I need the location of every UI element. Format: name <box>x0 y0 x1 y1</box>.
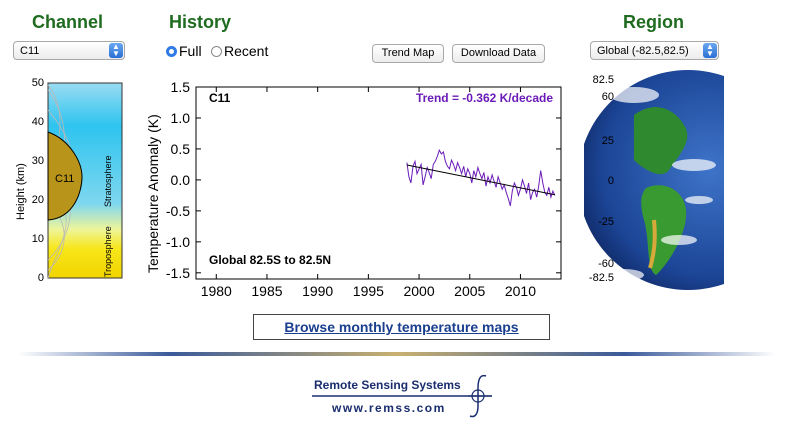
plot-frame <box>195 86 562 280</box>
height-tick: 30 <box>32 155 44 167</box>
x-tick-label: 1995 <box>353 283 384 299</box>
trend-annotation: Trend = -0.362 K/decade <box>416 91 553 105</box>
anomaly-series-line <box>406 148 556 207</box>
trend-map-button[interactable]: Trend Map <box>372 44 444 63</box>
height-tick: 0 <box>38 272 44 284</box>
globe-panel: 82.5 60 25 0 -25 -60 -82.5 <box>584 70 724 290</box>
trend-line <box>406 164 556 196</box>
stratosphere-label: Stratosphere <box>103 155 113 207</box>
troposphere-label: Troposphere <box>103 226 113 277</box>
x-tick-label: 1980 <box>201 283 232 299</box>
temperature-anomaly-chart: 1980 1985 1990 1995 2000 2005 2010 1.5 1.0 0.5 0.… <box>145 79 562 299</box>
latitude-tick: -60 <box>598 258 614 270</box>
y-tick-label: 1.5 <box>171 79 191 95</box>
history-full-label: Full <box>179 43 202 59</box>
x-axis-ticks: 1980 1985 1990 1995 2000 2005 2010 <box>201 87 536 299</box>
c11-weighting-curve <box>47 131 83 221</box>
x-tick-label: 2010 <box>505 283 536 299</box>
region-header: Region <box>623 12 684 32</box>
channel-select[interactable]: C11 ▲ ▼ <box>13 41 125 60</box>
chart-channel-title: C11 <box>209 91 231 105</box>
series-group <box>406 148 556 207</box>
height-tick: 20 <box>32 194 44 206</box>
cloud-swirls <box>604 87 716 281</box>
region-annotation: Global 82.5S to 82.5N <box>209 253 331 267</box>
globe-ocean <box>584 70 724 290</box>
divider-bar <box>18 352 776 356</box>
channel-select-value: C11 <box>20 45 40 57</box>
latitude-ticks: 82.5 60 25 0 -25 -60 -82.5 <box>589 74 614 284</box>
radio-unselected-icon <box>211 46 222 57</box>
x-tick-label: 2000 <box>403 283 434 299</box>
x-tick-label: 1990 <box>302 283 333 299</box>
region-select-value: Global (-82.5,82.5) <box>597 45 689 57</box>
latitude-tick: 25 <box>602 135 614 147</box>
y-tick-label: -0.5 <box>166 203 190 219</box>
download-data-button[interactable]: Download Data <box>452 44 545 63</box>
select-arrows-icon: ▲ ▼ <box>109 43 123 58</box>
integral-logo-icon <box>468 374 492 418</box>
footer-rule <box>312 395 492 397</box>
height-axis-label: Height (km) <box>15 163 27 220</box>
y-tick-label: 0.5 <box>171 141 191 157</box>
y-tick-label: 1.0 <box>171 110 191 126</box>
browse-maps-link[interactable]: Browse monthly temperature maps <box>253 314 550 340</box>
footer-url[interactable]: www.remss.com <box>332 401 446 415</box>
latitude-tick: -25 <box>598 216 614 228</box>
y-tick-label: -1.0 <box>166 234 190 250</box>
history-full-radio[interactable]: Full <box>166 43 202 59</box>
history-recent-radio[interactable]: Recent <box>211 43 268 59</box>
latitude-tick: 82.5 <box>593 74 614 86</box>
history-recent-label: Recent <box>224 43 269 59</box>
height-tick: 50 <box>32 77 44 89</box>
north-america-landmass <box>634 107 688 175</box>
height-tick: 40 <box>32 116 44 128</box>
y-axis-ticks: 1.5 1.0 0.5 0.0 -0.5 -1.0 -1.5 <box>166 79 561 281</box>
latitude-tick: -82.5 <box>589 272 614 284</box>
height-ticks: 0 10 20 30 40 50 <box>32 77 44 284</box>
x-tick-label: 1985 <box>251 283 282 299</box>
latitude-tick: 60 <box>602 91 614 103</box>
y-tick-label: 0.0 <box>171 172 191 188</box>
footer-org-name: Remote Sensing Systems <box>314 378 461 392</box>
y-tick-label: -1.5 <box>166 265 190 281</box>
channel-header: Channel <box>32 12 104 32</box>
latitude-tick: 0 <box>608 175 614 187</box>
history-header: History <box>169 12 232 32</box>
height-tick: 10 <box>32 233 44 245</box>
weighting-channel-label: C11 <box>55 173 74 185</box>
radio-selected-icon <box>166 46 177 57</box>
select-arrows-icon: ▲ ▼ <box>703 43 717 58</box>
y-axis-label: Temperature Anomaly (K) <box>145 114 161 273</box>
weighting-function-panel: C11 Stratosphere Troposphere 0 10 20 30 … <box>15 77 123 284</box>
region-select[interactable]: Global (-82.5,82.5) ▲ ▼ <box>590 41 719 60</box>
andes-ridge <box>648 219 657 269</box>
x-tick-label: 2005 <box>454 283 485 299</box>
